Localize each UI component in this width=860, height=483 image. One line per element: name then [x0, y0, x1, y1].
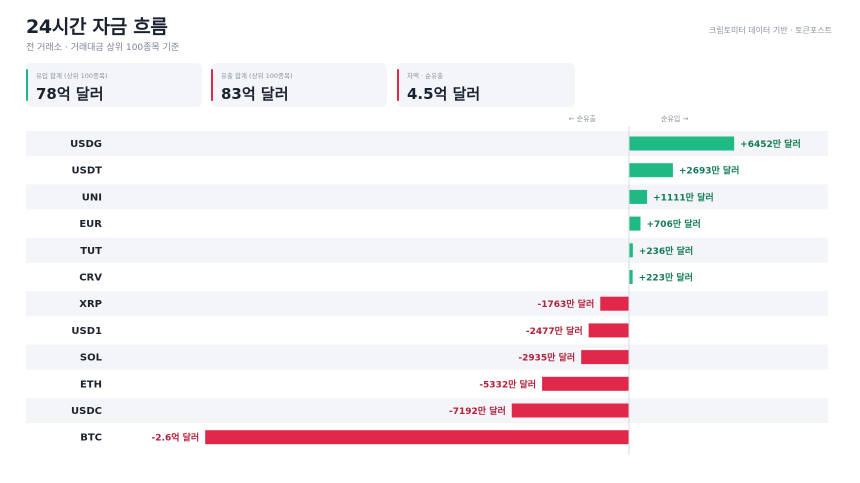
category-label-usd1: USD1 — [71, 326, 102, 337]
data-label-eth: -5332만 달러 — [479, 378, 536, 390]
data-label-tut: +236만 달러 — [639, 245, 693, 257]
category-label-usdc: USDC — [71, 406, 102, 417]
bar-eth — [542, 376, 629, 391]
source-credit: 크립토미터 데이터 기반 · 토큰포스트 — [708, 26, 832, 35]
stat-net-value: 4.5억 달러 — [407, 85, 481, 103]
stat-outflow-value: 83억 달러 — [221, 85, 289, 103]
category-label-crv: CRV — [79, 273, 102, 284]
data-label-usdt: +2693만 달러 — [679, 165, 740, 177]
bar-usd1 — [588, 323, 629, 338]
legend-inflow: 순유입 → — [661, 115, 689, 123]
category-label-eur: EUR — [79, 219, 102, 230]
bar-tut — [629, 243, 633, 258]
category-label-eth: ETH — [80, 379, 102, 390]
bar-eur — [629, 216, 641, 231]
category-label-usdg: USDG — [70, 139, 102, 150]
data-label-uni: +1111만 달러 — [653, 191, 714, 203]
category-label-sol: SOL — [80, 353, 103, 364]
data-label-usdg: +6452만 달러 — [740, 138, 801, 150]
data-label-eur: +706만 달러 — [647, 218, 701, 230]
row-band-tut — [26, 237, 828, 263]
stat-inflow-value: 78억 달러 — [36, 85, 104, 103]
data-label-crv: +223만 달러 — [639, 272, 693, 284]
row-band-xrp — [26, 291, 828, 317]
bar-crv — [629, 270, 633, 284]
category-label-uni: UNI — [82, 192, 102, 203]
page-subtitle: 전 거래소 · 거래대금 상위 100종목 기준 — [26, 43, 180, 53]
legend-outflow: ← 순유출 — [569, 114, 597, 123]
data-label-usdc: -7192만 달러 — [449, 405, 506, 417]
bar-uni — [629, 189, 648, 204]
stat-card-net: 차액 · 순유출 4.5억 달러 — [397, 63, 575, 107]
bar-usdt — [629, 163, 673, 178]
page-title: 24시간 자금 흐름 — [26, 16, 168, 38]
data-label-sol: -2935만 달러 — [518, 352, 575, 364]
data-label-btc: -2.6억 달러 — [152, 432, 200, 444]
category-label-usdt: USDT — [72, 166, 103, 177]
bar-xrp — [600, 296, 629, 311]
category-label-tut: TUT — [80, 246, 102, 257]
row-band-usdc — [26, 398, 828, 423]
stat-inflow-label: 유입 합계 (상위 100종목) — [36, 72, 108, 80]
bar-sol — [581, 350, 629, 365]
data-label-usd1: -2477만 달러 — [526, 325, 583, 337]
category-label-xrp: XRP — [79, 299, 102, 310]
bar-usdc — [511, 403, 629, 418]
stat-card-outflow: 유출 합계 (상위 100종목) 83억 달러 — [211, 63, 387, 107]
stat-card-inflow: 유입 합계 (상위 100종목) 78억 달러 — [26, 63, 202, 107]
data-label-xrp: -1763만 달러 — [537, 298, 594, 310]
bar-btc — [205, 430, 629, 445]
row-band-uni — [26, 184, 828, 210]
category-label-btc: BTC — [80, 433, 102, 444]
stat-outflow-label: 유출 합계 (상위 100종목) — [221, 72, 293, 80]
row-band-sol — [26, 344, 828, 370]
stat-net-label: 차액 · 순유출 — [407, 72, 444, 80]
bar-usdg — [629, 136, 735, 151]
